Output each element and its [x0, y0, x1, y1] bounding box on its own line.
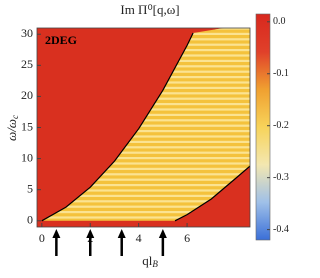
- band-stripe: [41, 200, 250, 203]
- x-tick-label: 6: [184, 231, 190, 245]
- arrow-head: [117, 229, 126, 238]
- y-tick-label: 15: [21, 119, 33, 133]
- y-tick-label: 20: [21, 88, 33, 102]
- y-axis-label: ω/ωc: [4, 115, 20, 141]
- x-axis-label: qlB: [142, 253, 158, 269]
- y-tick-label: 25: [21, 57, 33, 71]
- band-stripe: [41, 173, 250, 176]
- y-axis-label-main: ω/ω: [4, 119, 19, 141]
- chart-title: Im Π⁰[q,ω]: [120, 2, 179, 17]
- arrow-head: [86, 229, 95, 238]
- band-stripe: [41, 216, 250, 219]
- chart: Im Π⁰[q,ω] ω/ωc qlB 2DEG 024605101520253…: [4, 2, 289, 269]
- band-stripe: [41, 184, 250, 187]
- edge-curve: [174, 165, 250, 222]
- band-stripe: [41, 178, 250, 181]
- band-stripe: [41, 151, 250, 154]
- colorbar-tick-label: 0.0: [273, 16, 286, 27]
- band-stripe: [41, 194, 250, 197]
- x-axis-label-sub: B: [152, 259, 158, 269]
- band-stripe: [41, 146, 250, 149]
- edge-curve: [41, 32, 194, 222]
- y-axis-label-sub: c: [10, 115, 20, 119]
- x-tick-label: 4: [136, 231, 142, 245]
- y-tick-label: 10: [21, 150, 33, 164]
- band-stripe: [41, 124, 250, 127]
- band-stripe: [41, 130, 250, 133]
- band-stripe: [41, 119, 250, 122]
- x-axis-label-main: ql: [142, 253, 153, 268]
- band-stripe: [41, 135, 250, 138]
- y-tick-label: 5: [27, 181, 33, 195]
- colorbar-tick-label: -0.2: [273, 120, 289, 131]
- colorbar-tick-label: -0.1: [273, 68, 289, 79]
- band-stripe: [41, 211, 250, 214]
- band-stripe: [41, 162, 250, 165]
- arrow-head: [52, 229, 61, 238]
- colorbar-tick-label: -0.4: [273, 224, 289, 235]
- x-tick-label: 0: [39, 231, 45, 245]
- y-tick-label: 30: [21, 26, 33, 40]
- colorbar: [255, 13, 271, 241]
- band-stripe: [41, 167, 250, 170]
- colorbar-tick-label: -0.3: [273, 172, 289, 183]
- band-stripe: [41, 189, 250, 192]
- band-stripe: [41, 157, 250, 160]
- arrow-head: [158, 229, 167, 238]
- band-stripe: [41, 140, 250, 143]
- y-tick-label: 0: [27, 213, 33, 227]
- band-stripe: [41, 205, 250, 208]
- annotation: 2DEG: [45, 33, 77, 47]
